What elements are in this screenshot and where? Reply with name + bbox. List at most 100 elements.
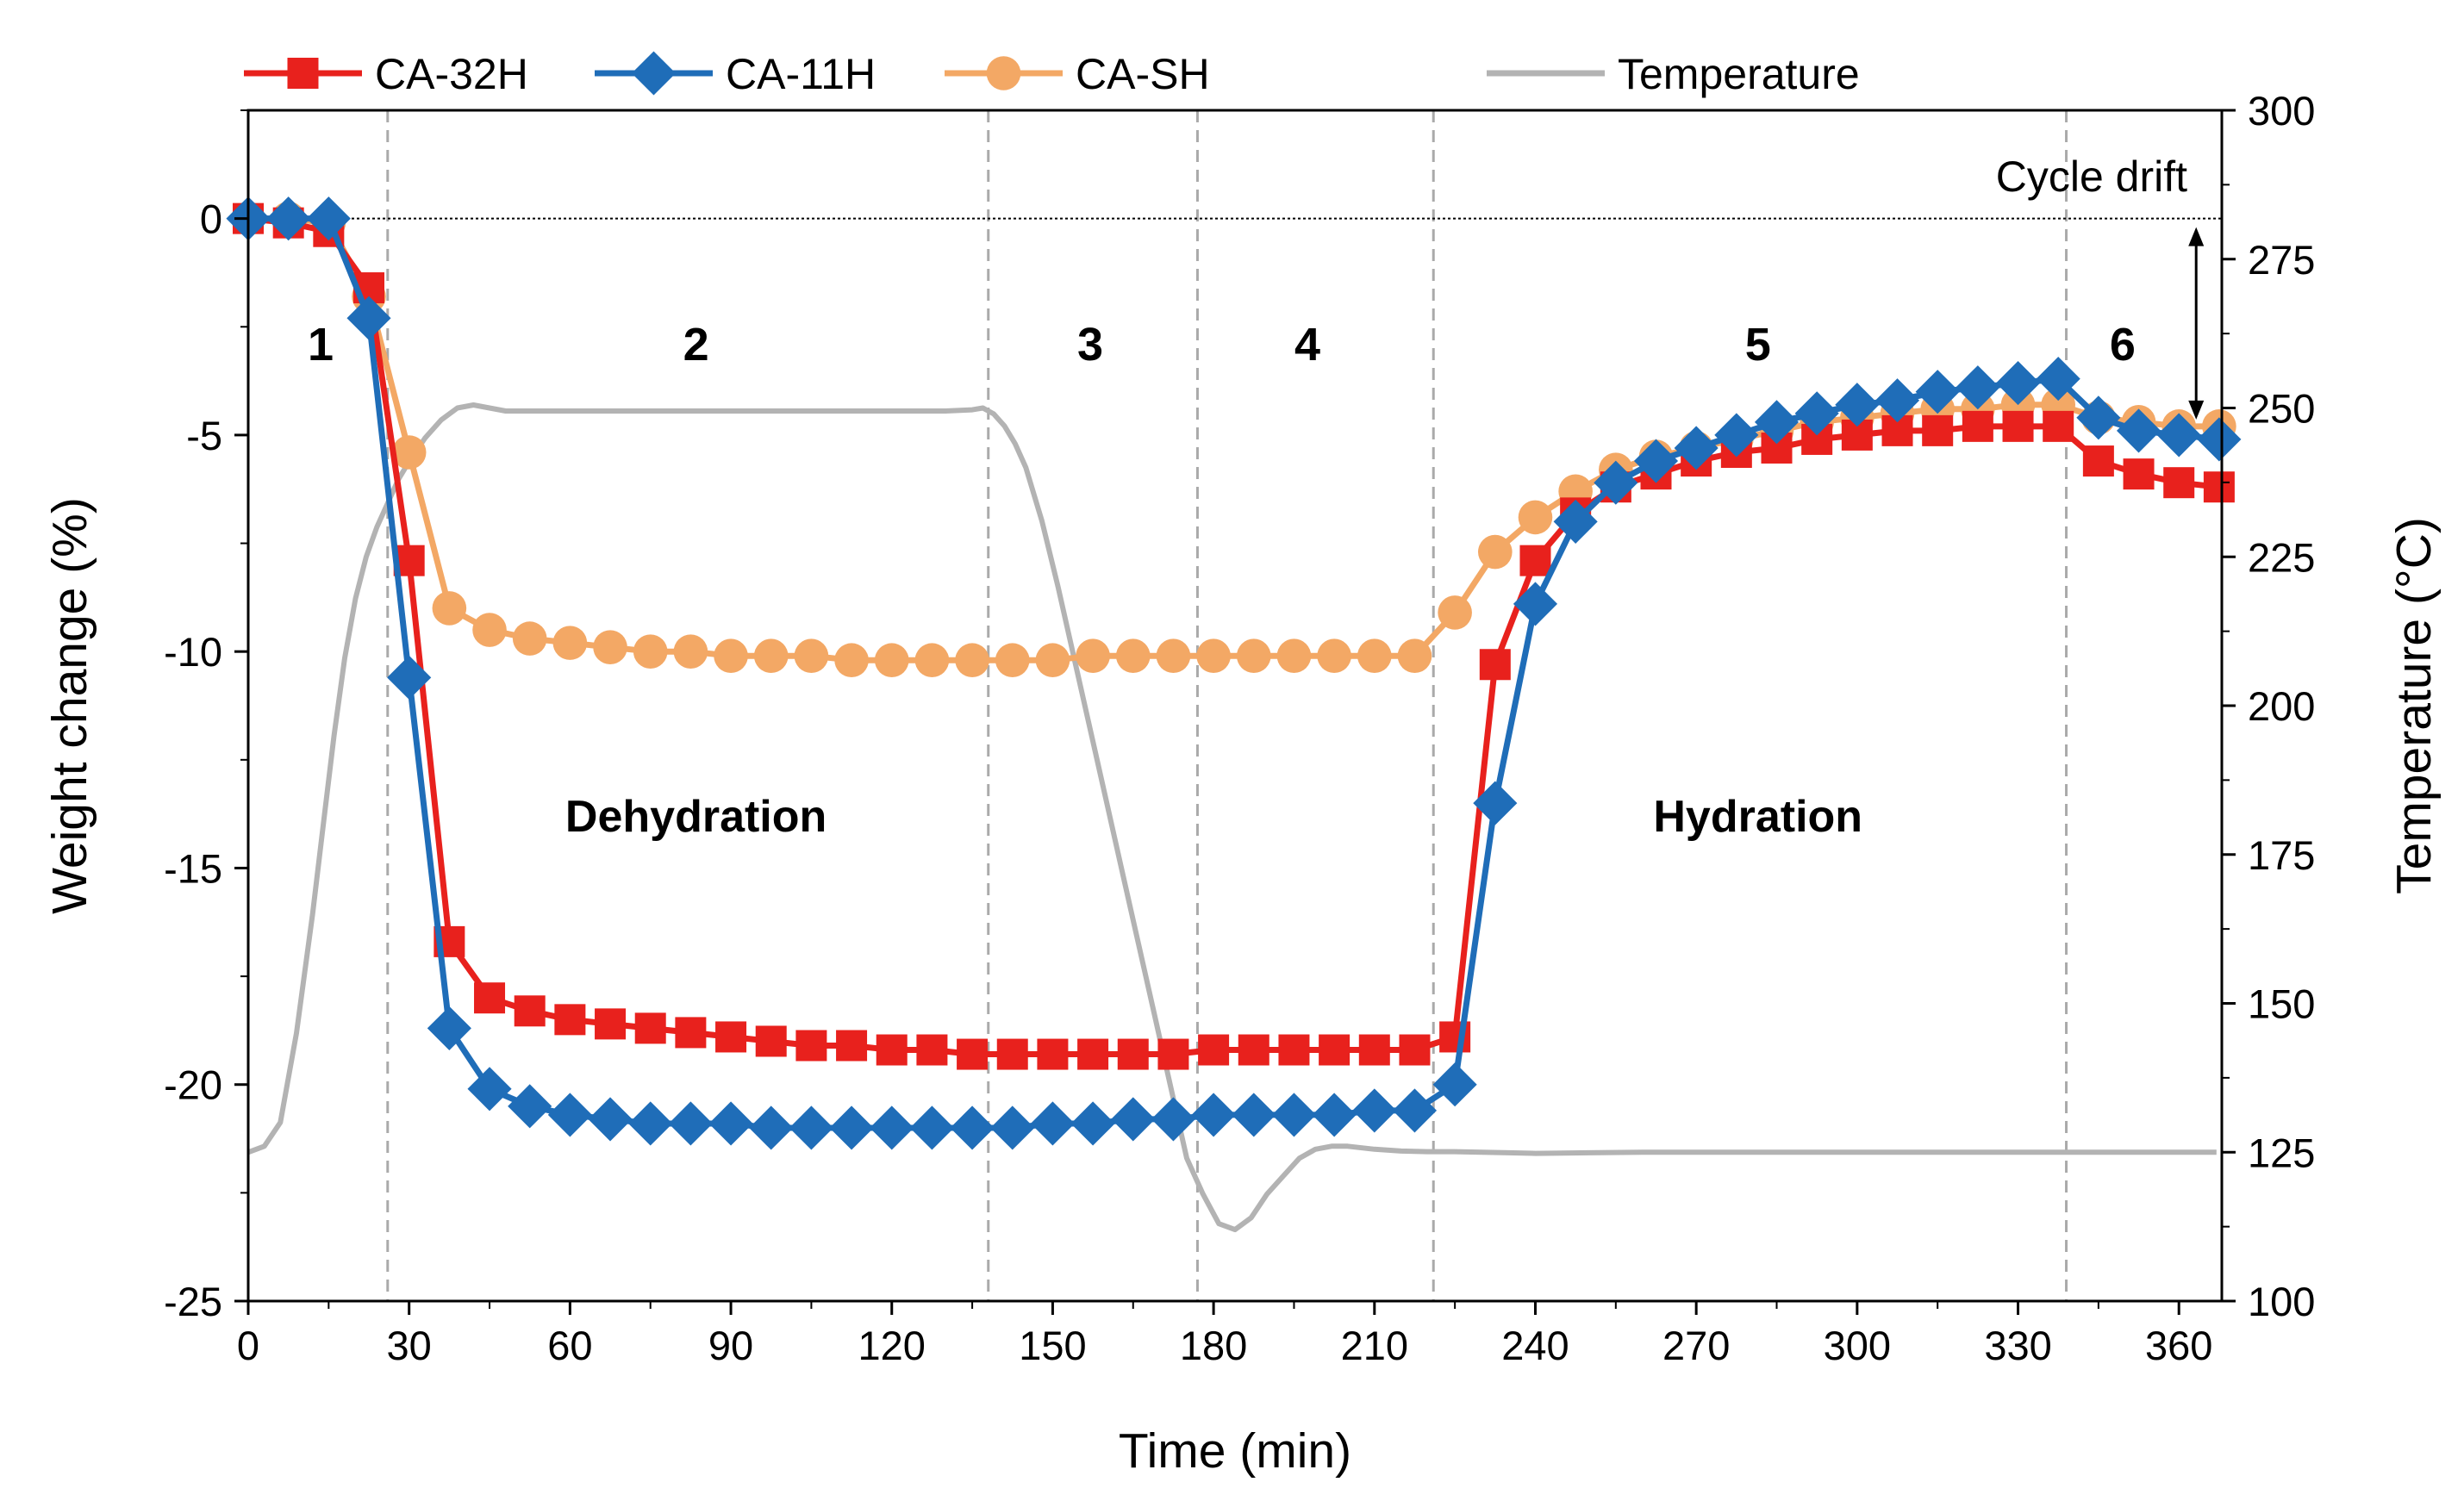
ca-11h-point: [1553, 499, 1598, 544]
ca-11h-point: [1271, 1093, 1317, 1137]
ca-11h-point: [508, 1084, 552, 1129]
ca-32h-point: [1117, 1038, 1149, 1070]
ca-32h-point: [2163, 467, 2195, 499]
legend-item-ca-11h: CA-11H: [595, 50, 876, 98]
annotations: 1 2 3 4 5 6 Dehydration Hydration Cycle drift: [308, 153, 2205, 842]
phase-boundaries: [386, 110, 2068, 1301]
x-tick-label: 180: [1180, 1323, 1247, 1368]
y-axis-title: Weight change (%): [42, 497, 97, 914]
ca-sh-point: [633, 634, 668, 669]
ca-32h-point: [755, 1025, 787, 1057]
ca-sh-point: [1196, 638, 1231, 674]
ca-32h-point: [1479, 649, 1511, 681]
ca-sh-point: [1156, 638, 1191, 674]
ca-32h-point: [715, 1021, 747, 1053]
legend-label: CA-11H: [726, 50, 876, 98]
ca-sh-point: [834, 643, 869, 678]
ca-sh-point: [1035, 643, 1070, 678]
x-tick-label: 300: [1824, 1323, 1891, 1368]
ca-11h-point: [749, 1105, 794, 1150]
ca-11h-point: [387, 655, 432, 700]
series-layer: [226, 196, 2242, 1233]
ca-sh-point: [955, 643, 989, 678]
x-tick-label: 90: [708, 1323, 753, 1368]
ca-32h-point: [2002, 410, 2034, 442]
ca-32h-point: [2043, 410, 2074, 442]
ca-11h-point: [1111, 1097, 1156, 1142]
y2-tick-label: 275: [2248, 237, 2315, 283]
ca-32h-point: [1358, 1034, 1390, 1066]
y2-tick-label: 175: [2248, 832, 2315, 878]
x-tick-label: 210: [1341, 1323, 1408, 1368]
ca-32h-point: [2203, 471, 2235, 503]
ca-11h-point: [1633, 439, 1679, 483]
ca-32h-point: [634, 1012, 666, 1044]
y2-tick-label: 300: [2248, 88, 2315, 134]
ca-sh-point: [1438, 595, 1472, 630]
phase-label: 5: [1745, 319, 1771, 371]
ca-32h-markers: [233, 202, 2235, 1070]
ca-sh-point: [1397, 638, 1432, 674]
x-tick-label: 0: [237, 1323, 259, 1368]
ca-11h-point: [1915, 370, 1960, 414]
y2-axis-title: Temperature (°C): [2386, 517, 2442, 894]
ca-11h-point: [1030, 1101, 1075, 1146]
ca-11h-point: [1151, 1097, 1195, 1142]
ca-32h-point: [836, 1030, 868, 1062]
ca-sh-point: [794, 638, 829, 674]
y2-tick-label: 200: [2248, 683, 2315, 729]
ca-sh-point: [1115, 638, 1151, 674]
ca-sh-point: [512, 621, 547, 656]
ca-11h-point: [547, 1093, 592, 1137]
x-tick-label: 150: [1019, 1323, 1086, 1368]
phase-label: 4: [1294, 319, 1320, 371]
ca-11h-point: [708, 1101, 753, 1146]
legend: CA-32H CA-11H CA-SH Temperature: [244, 50, 1860, 98]
ca-11h-point: [950, 1105, 995, 1150]
ca-11h-point: [2156, 413, 2201, 458]
ca-32h-point: [1037, 1038, 1069, 1070]
ca-sh-point: [1518, 500, 1553, 535]
ca-32h-point: [1157, 1038, 1189, 1070]
x-tick-label: 30: [387, 1323, 432, 1368]
legend-item-ca-32h: CA-32H: [244, 50, 528, 98]
ca-sh-point: [753, 638, 789, 674]
ca-sh-point: [995, 643, 1030, 678]
y2-tick-label: 225: [2248, 534, 2315, 580]
ca-11h-point: [1232, 1093, 1276, 1137]
legend-label: Temperature: [1618, 50, 1860, 98]
ca-11h-point: [2197, 417, 2242, 462]
ca-11h-point: [467, 1067, 512, 1112]
ca-32h-point: [1962, 410, 1993, 442]
ca-11h-markers: [226, 196, 2242, 1150]
ca-32h-point: [1922, 414, 1954, 446]
ca-sh-point: [593, 630, 627, 664]
cycle-drift-arrow-head-down: [2188, 400, 2205, 420]
ca-sh-point: [472, 613, 507, 647]
ca-32h-point: [1519, 545, 1551, 576]
ca-11h-point: [1191, 1093, 1236, 1137]
ca-sh-point: [714, 638, 748, 674]
x-tick-label: 120: [858, 1323, 926, 1368]
ca-11h-point: [909, 1105, 954, 1150]
ca-11h-line: [248, 215, 2220, 1131]
y-tick-label: -5: [186, 413, 222, 458]
y-tick-label: -20: [164, 1062, 222, 1108]
ca-sh-point: [1478, 534, 1513, 570]
ca-11h-point: [870, 1105, 914, 1150]
legend-swatch-marker: [986, 56, 1021, 90]
ca-32h-point: [595, 1008, 627, 1040]
legend-label: CA-32H: [375, 50, 528, 98]
legend-item-ca-sh: CA-SH: [945, 50, 1210, 98]
ca-11h-point: [1432, 1062, 1477, 1107]
ca-sh-point: [1357, 638, 1392, 674]
ca-sh-point: [432, 591, 467, 626]
ca-11h-point: [1714, 413, 1759, 458]
ca-11h-point: [1352, 1088, 1397, 1133]
ca-32h-point: [876, 1034, 908, 1066]
ca-11h-point: [266, 196, 311, 241]
y-tick-label: 0: [200, 196, 222, 242]
ca-32h-point: [1399, 1034, 1431, 1066]
phase-label: 1: [308, 319, 334, 371]
